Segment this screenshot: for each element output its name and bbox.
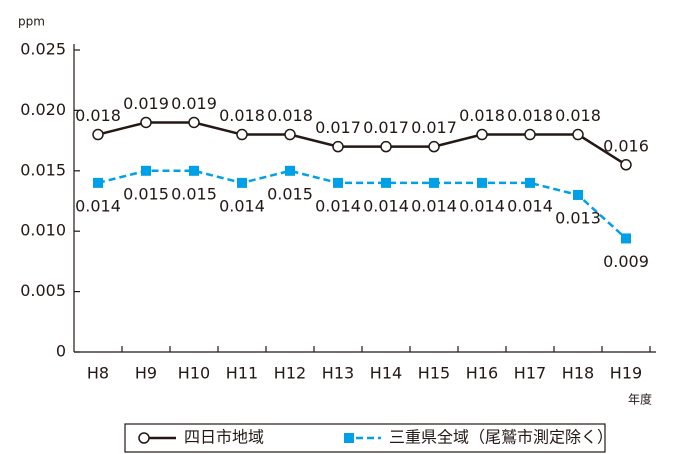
data-label: 0.018 <box>219 106 265 125</box>
data-label: 0.015 <box>267 184 313 203</box>
data-point <box>573 189 583 200</box>
data-label: 0.014 <box>75 196 121 215</box>
data-point <box>93 177 103 188</box>
data-label: 0.014 <box>459 196 505 215</box>
data-point <box>429 177 439 188</box>
x-tick-label: H11 <box>226 364 258 383</box>
x-tick-label: H12 <box>274 364 306 383</box>
y-tick-label: 0 <box>56 342 66 361</box>
x-tick-label: H13 <box>322 364 354 383</box>
x-axis-label: 年度 <box>628 392 652 407</box>
y-tick-label: 0.005 <box>20 281 66 300</box>
x-tick-label: H18 <box>562 364 594 383</box>
data-label: 0.014 <box>219 196 265 215</box>
data-point <box>525 177 535 188</box>
data-point <box>92 128 104 141</box>
data-point <box>284 128 296 141</box>
y-tick-label: 0.025 <box>20 40 66 59</box>
data-label: 0.009 <box>603 252 649 271</box>
data-label: 0.014 <box>315 196 361 215</box>
x-tick-label: H15 <box>418 364 450 383</box>
data-label: 0.014 <box>363 196 409 215</box>
data-label: 0.018 <box>555 106 601 125</box>
y-tick-label: 0.015 <box>20 160 66 179</box>
data-point <box>477 177 487 188</box>
data-label: 0.015 <box>171 184 217 203</box>
data-point <box>381 177 391 188</box>
data-point <box>140 116 152 129</box>
data-label: 0.018 <box>75 106 121 125</box>
data-point <box>285 165 295 176</box>
data-point <box>524 128 536 141</box>
data-label: 0.019 <box>171 94 217 113</box>
x-tick-label: H16 <box>466 364 498 383</box>
series-line <box>97 121 627 166</box>
data-label: 0.018 <box>267 106 313 125</box>
x-tick-label: H8 <box>87 364 109 383</box>
data-label: 0.013 <box>555 208 601 227</box>
y-axis-label: ppm <box>18 15 45 29</box>
legend-marker <box>138 432 150 444</box>
data-point <box>188 116 200 129</box>
data-point <box>428 140 440 153</box>
x-tick-label: H9 <box>135 364 157 383</box>
data-point <box>620 159 632 171</box>
data-point <box>572 128 584 141</box>
data-label: 0.014 <box>411 196 457 215</box>
x-tick-label: H17 <box>514 364 546 383</box>
data-label: 0.019 <box>123 94 169 113</box>
legend-label: 三重県全域（尾鷲市測定除く） <box>389 428 613 447</box>
data-label: 0.016 <box>603 136 649 155</box>
data-label: 0.015 <box>123 184 169 203</box>
data-label: 0.017 <box>411 118 457 137</box>
data-label: 0.014 <box>507 196 553 215</box>
data-label: 0.018 <box>459 106 505 125</box>
series-line <box>97 169 627 240</box>
data-point <box>621 233 631 244</box>
x-tick-label: H14 <box>370 364 402 383</box>
y-tick-label: 0.010 <box>20 221 66 240</box>
x-tick-label: H10 <box>178 364 210 383</box>
data-point <box>380 140 392 153</box>
data-point <box>236 128 248 141</box>
legend-box <box>124 423 606 453</box>
data-point <box>237 177 247 188</box>
data-label: 0.017 <box>363 118 409 137</box>
data-point <box>189 165 199 176</box>
legend-label: 四日市地域 <box>184 428 264 447</box>
y-tick-label: 0.020 <box>20 100 66 119</box>
data-point <box>476 128 488 141</box>
data-label: 0.017 <box>315 118 361 137</box>
x-tick-label: H19 <box>610 364 642 383</box>
legend-marker <box>344 433 354 443</box>
data-point <box>332 140 344 153</box>
data-point <box>333 177 343 188</box>
data-point <box>141 165 151 176</box>
data-label: 0.018 <box>507 106 553 125</box>
